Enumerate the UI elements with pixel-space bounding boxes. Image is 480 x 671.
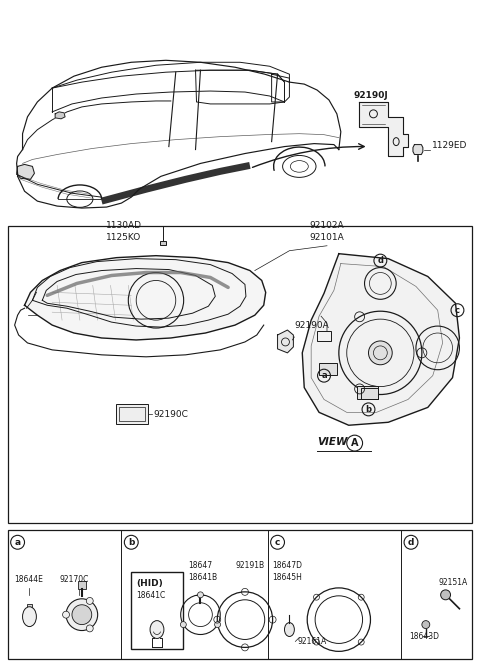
Text: 18641B: 18641B (189, 573, 218, 582)
Text: 92191B: 92191B (235, 561, 264, 570)
Text: 92190A: 92190A (294, 321, 329, 329)
Polygon shape (413, 144, 423, 154)
Polygon shape (359, 102, 408, 156)
Bar (8, 226, 472, 523)
Bar (78, 581, 86, 589)
Text: 92170C: 92170C (59, 575, 88, 584)
Polygon shape (24, 256, 266, 340)
Text: a: a (321, 371, 327, 380)
Circle shape (72, 605, 92, 625)
Circle shape (86, 625, 93, 632)
Circle shape (441, 590, 451, 600)
Circle shape (86, 597, 93, 605)
Bar (317, 331, 331, 341)
Text: 92161A: 92161A (297, 637, 326, 646)
Text: 18647D: 18647D (273, 561, 302, 570)
Text: d: d (408, 537, 414, 547)
Polygon shape (277, 330, 293, 353)
Text: c: c (275, 537, 280, 547)
Text: 18643D: 18643D (409, 633, 439, 641)
Text: b: b (128, 537, 134, 547)
Text: 92151A: 92151A (439, 578, 468, 587)
Circle shape (197, 592, 204, 598)
Bar (8, 530, 472, 660)
Text: 18645H: 18645H (273, 573, 302, 582)
Text: 18644E: 18644E (14, 575, 44, 584)
Text: 1125KO: 1125KO (106, 234, 141, 242)
Text: 18641C: 18641C (136, 590, 166, 600)
Bar (160, 241, 166, 245)
Ellipse shape (285, 623, 294, 637)
Text: a: a (14, 537, 21, 547)
Text: 92190C: 92190C (153, 410, 188, 419)
Text: 18647: 18647 (189, 561, 213, 570)
Text: c: c (455, 306, 460, 315)
Polygon shape (302, 254, 459, 425)
Circle shape (422, 621, 430, 629)
Bar (357, 386, 378, 399)
Text: 92190J: 92190J (354, 91, 388, 100)
Text: 92101A: 92101A (309, 234, 344, 242)
Bar (131, 572, 183, 650)
Ellipse shape (23, 607, 36, 627)
Circle shape (180, 621, 186, 627)
Text: b: b (365, 405, 372, 414)
Ellipse shape (150, 621, 164, 639)
Bar (319, 363, 337, 374)
Text: VIEW: VIEW (317, 437, 348, 447)
Text: A: A (351, 438, 359, 448)
Polygon shape (55, 112, 65, 119)
Text: (HID): (HID) (136, 579, 163, 588)
Bar (360, 388, 378, 399)
Bar (117, 405, 148, 424)
Circle shape (215, 621, 220, 627)
Circle shape (369, 341, 392, 365)
Bar (120, 407, 145, 421)
Text: d: d (377, 256, 384, 265)
Text: 1129ED: 1129ED (432, 141, 467, 150)
Polygon shape (17, 164, 35, 179)
Circle shape (62, 611, 70, 618)
Text: 1130AD: 1130AD (106, 221, 142, 230)
Circle shape (66, 599, 97, 631)
Text: 92102A: 92102A (309, 221, 344, 230)
Bar (26, 604, 33, 612)
